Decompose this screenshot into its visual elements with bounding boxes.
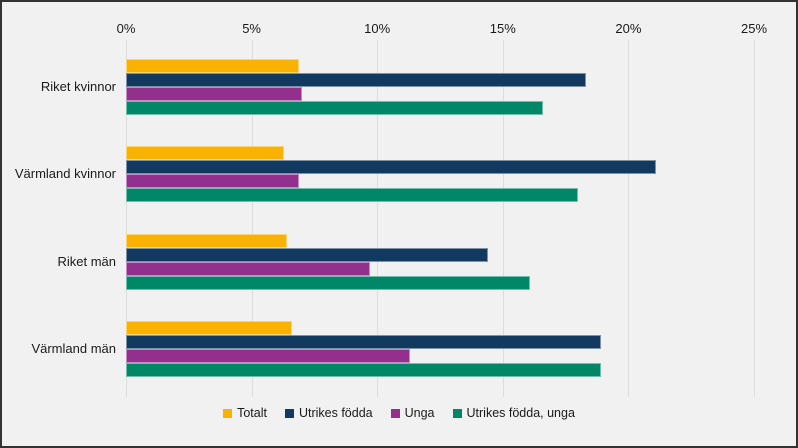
bar-utrikes-f-dda-unga (126, 101, 543, 115)
gridline (126, 40, 127, 397)
legend-item: Totalt (223, 406, 267, 420)
bar-unga (126, 87, 302, 101)
x-axis-tick-label: 25% (740, 21, 768, 36)
bar-totalt (126, 321, 292, 336)
bar-utrikes-f-dda (126, 247, 488, 262)
bar-utrikes-f-dda-unga (126, 188, 579, 203)
plot-area (126, 40, 755, 397)
category-label: Riket kvinnor (40, 79, 116, 94)
bar-utrikes-f-dda (126, 73, 586, 87)
legend-item: Utrikes födda, unga (452, 406, 575, 420)
legend-swatch-icon (390, 408, 400, 418)
x-axis-tick-label: 5% (242, 21, 261, 36)
legend-label: Utrikes födda, unga (466, 406, 575, 420)
legend-swatch-icon (284, 408, 294, 418)
gridline (628, 40, 630, 397)
category-label: Värmland kvinnor (14, 166, 116, 182)
bar-totalt (126, 233, 287, 248)
bar-utrikes-f-dda (126, 160, 657, 175)
gridline (502, 40, 504, 397)
legend-item: Utrikes födda (284, 406, 373, 420)
x-axis-tick-label: 10% (364, 21, 391, 36)
x-axis-tick-label: 0% (116, 21, 136, 36)
gridline (251, 40, 253, 397)
bar-utrikes-f-dda (126, 335, 601, 350)
legend-label: Utrikes födda (298, 406, 373, 420)
bar-unga (126, 261, 370, 276)
bar-unga (126, 174, 300, 189)
legend-swatch-icon (223, 408, 233, 418)
legend-swatch-icon (452, 408, 462, 418)
legend-label: Unga (404, 406, 435, 420)
bar-totalt (126, 146, 285, 161)
legend: Totalt Utrikes födda Unga Utrikes födda, un… (2, 406, 796, 420)
x-axis-tick-label: 20% (615, 21, 642, 36)
bar-unga (126, 349, 410, 364)
x-axis-tick-label: 15% (489, 21, 516, 36)
bar-utrikes-f-dda-unga (126, 275, 531, 290)
category-label: Värmland män (31, 341, 116, 357)
gridline (377, 40, 379, 397)
gridline (754, 40, 755, 397)
category-label: Riket män (57, 253, 116, 269)
legend-item: Unga (390, 406, 435, 420)
legend-label: Totalt (237, 406, 267, 420)
bar-totalt (126, 59, 300, 73)
bar-utrikes-f-dda-unga (126, 363, 601, 378)
